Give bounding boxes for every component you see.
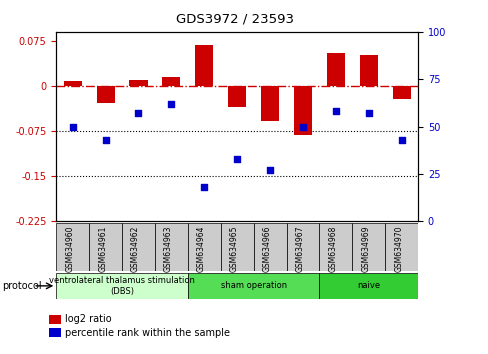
Point	[69, 124, 77, 130]
Point	[265, 167, 273, 173]
Bar	[392, 86, 410, 99]
Bar	[195, 45, 213, 86]
Text: GDS3972 / 23593: GDS3972 / 23593	[175, 12, 293, 25]
Text: GSM634964: GSM634964	[197, 225, 205, 272]
Bar	[129, 80, 147, 86]
Point	[331, 109, 339, 114]
Text: GSM634965: GSM634965	[229, 225, 238, 272]
Bar	[261, 86, 279, 121]
Bar	[155, 223, 187, 271]
Bar	[187, 223, 220, 271]
Bar	[187, 273, 319, 299]
Text: GSM634961: GSM634961	[98, 225, 107, 272]
Text: GSM634970: GSM634970	[393, 225, 403, 272]
Bar	[326, 53, 344, 86]
Text: GSM634963: GSM634963	[163, 225, 173, 272]
Bar	[359, 55, 377, 86]
Point	[364, 110, 372, 116]
Bar	[319, 223, 351, 271]
Point	[397, 137, 405, 143]
Point	[299, 124, 306, 130]
Text: GSM634966: GSM634966	[262, 225, 271, 272]
Bar	[56, 223, 89, 271]
Text: percentile rank within the sample: percentile rank within the sample	[64, 328, 229, 338]
Text: GSM634969: GSM634969	[361, 225, 369, 272]
Text: protocol: protocol	[2, 281, 42, 291]
Bar	[162, 77, 180, 86]
Bar	[227, 86, 245, 107]
Bar	[385, 223, 417, 271]
Point	[102, 137, 109, 143]
Text: GSM634968: GSM634968	[328, 225, 337, 272]
Bar	[293, 86, 311, 135]
Bar	[319, 273, 417, 299]
Point	[167, 101, 175, 107]
Point	[200, 184, 208, 190]
Text: ventrolateral thalamus stimulation
(DBS): ventrolateral thalamus stimulation (DBS)	[49, 276, 195, 296]
Bar	[89, 223, 122, 271]
Text: log2 ratio: log2 ratio	[64, 314, 111, 324]
Bar	[253, 223, 286, 271]
Bar	[96, 86, 114, 103]
Bar	[220, 223, 253, 271]
Bar	[351, 223, 385, 271]
Bar	[286, 223, 319, 271]
Text: sham operation: sham operation	[220, 281, 286, 290]
Text: naive: naive	[356, 281, 380, 290]
Bar	[56, 273, 187, 299]
Bar	[63, 81, 81, 86]
Text: GSM634960: GSM634960	[65, 225, 74, 272]
Bar	[122, 223, 155, 271]
Point	[134, 110, 142, 116]
Point	[233, 156, 241, 161]
Text: GSM634967: GSM634967	[295, 225, 304, 272]
Text: GSM634962: GSM634962	[131, 225, 140, 272]
